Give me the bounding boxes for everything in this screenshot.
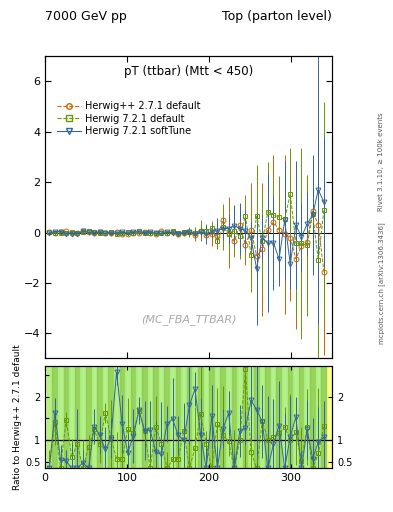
Bar (119, 366, 125, 468)
Bar (299, 366, 304, 468)
Text: 7000 GeV pp: 7000 GeV pp (45, 10, 127, 23)
Text: Rivet 3.1.10, ≥ 100k events: Rivet 3.1.10, ≥ 100k events (378, 113, 384, 211)
Bar (293, 366, 298, 468)
Bar (136, 366, 141, 468)
Bar (187, 366, 192, 468)
Bar (288, 366, 293, 468)
Bar (153, 366, 158, 468)
Bar (321, 366, 327, 468)
Bar (52, 366, 57, 468)
Bar (80, 366, 86, 468)
Bar (226, 366, 231, 468)
Bar (204, 366, 209, 468)
Bar (176, 366, 181, 468)
Bar (125, 366, 130, 468)
Bar (69, 366, 74, 468)
Bar (310, 366, 315, 468)
Bar (198, 366, 203, 468)
Bar (159, 366, 164, 468)
Bar (114, 366, 119, 468)
Bar (248, 366, 253, 468)
Bar (282, 366, 287, 468)
Bar (164, 366, 169, 468)
Bar (215, 366, 220, 468)
Bar (265, 366, 270, 468)
Bar (142, 366, 147, 468)
Bar (170, 366, 175, 468)
Bar (181, 366, 186, 468)
Bar (47, 366, 52, 468)
Bar (64, 366, 69, 468)
Bar (305, 366, 310, 468)
Bar (231, 366, 237, 468)
Text: pT (ttbar) (Mtt < 450): pT (ttbar) (Mtt < 450) (124, 66, 253, 78)
Legend: Herwig++ 2.7.1 default, Herwig 7.2.1 default, Herwig 7.2.1 softTune: Herwig++ 2.7.1 default, Herwig 7.2.1 def… (53, 97, 204, 140)
Bar (131, 366, 136, 468)
Bar (316, 366, 321, 468)
Bar (243, 366, 248, 468)
Bar (148, 366, 153, 468)
Bar (260, 366, 265, 468)
Text: (MC_FBA_TTBAR): (MC_FBA_TTBAR) (141, 314, 237, 325)
Bar (86, 366, 91, 468)
Bar (237, 366, 242, 468)
Bar (254, 366, 259, 468)
Bar (193, 366, 198, 468)
Bar (108, 366, 114, 468)
Bar (103, 366, 108, 468)
Bar (97, 366, 102, 468)
Bar (92, 366, 97, 468)
Bar (271, 366, 276, 468)
Y-axis label: Ratio to Herwig++ 2.7.1 default: Ratio to Herwig++ 2.7.1 default (13, 345, 22, 490)
Bar (220, 366, 226, 468)
Text: Top (parton level): Top (parton level) (222, 10, 332, 23)
Bar (75, 366, 80, 468)
Bar (58, 366, 63, 468)
Text: mcplots.cern.ch [arXiv:1306.3436]: mcplots.cern.ch [arXiv:1306.3436] (378, 222, 385, 344)
Bar (276, 366, 282, 468)
Bar (209, 366, 215, 468)
